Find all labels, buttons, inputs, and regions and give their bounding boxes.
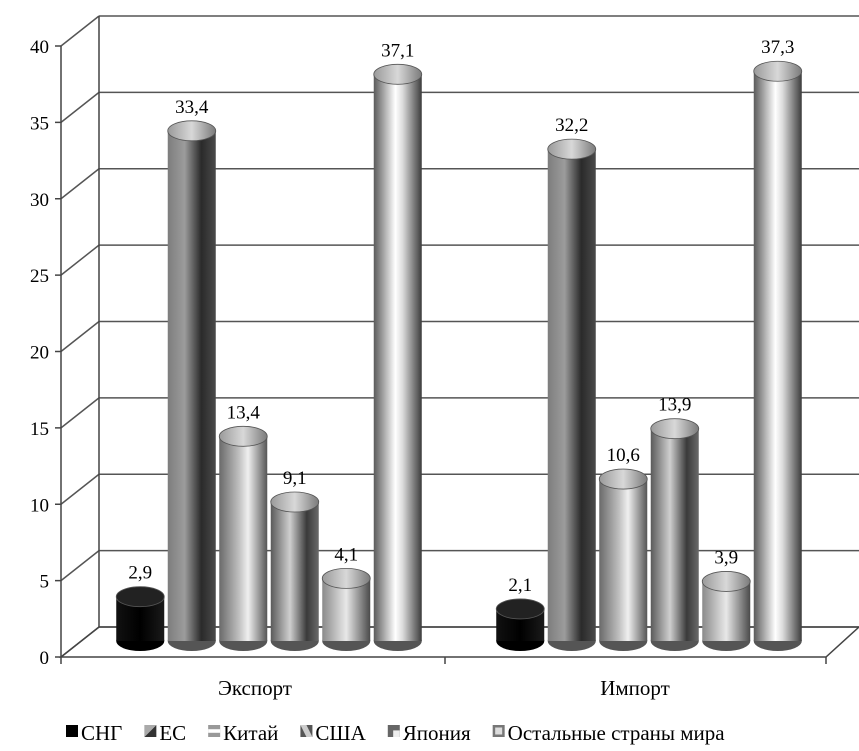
- data-label: 13,4: [227, 402, 261, 423]
- axes: 0 5 10 15 20 25 30 35 40 Экспорт Импорт: [30, 16, 859, 700]
- legend-item: Китай: [208, 721, 278, 745]
- gridline-depth: [60, 168, 100, 200]
- legend-item: США: [300, 721, 367, 745]
- bar: [701, 571, 751, 651]
- data-label: 37,1: [381, 40, 414, 61]
- legend-label: Япония: [403, 721, 471, 745]
- data-label: 32,2: [555, 115, 588, 136]
- data-label: 2,1: [508, 575, 532, 596]
- y-tick-label: 35: [30, 113, 49, 134]
- bars: [115, 60, 803, 651]
- bar: [373, 63, 423, 651]
- gridline-depth: [60, 473, 100, 505]
- bar: [321, 567, 371, 651]
- gridline-depth: [60, 320, 100, 353]
- corner-square-icon: [387, 725, 400, 737]
- data-label: 4,1: [334, 544, 358, 565]
- y-tick-label: 5: [40, 572, 50, 593]
- gridline-depth: [60, 550, 100, 582]
- y-tick-label: 10: [30, 495, 49, 516]
- y-tick-label: 0: [40, 648, 50, 669]
- y-tick-label: 30: [30, 190, 49, 211]
- bar: [598, 468, 648, 651]
- legend-item: Остальные страны мира: [492, 721, 726, 745]
- framed-square-icon: [492, 725, 505, 737]
- legend-label: Китай: [223, 721, 278, 745]
- y-tick-label: 15: [30, 419, 49, 440]
- horizontal-band-square-icon: [208, 725, 221, 737]
- x-tick-label: Экспорт: [218, 676, 292, 700]
- diagonal-square-icon: [300, 725, 313, 737]
- gridline-depth: [60, 15, 100, 47]
- bar: [115, 586, 165, 651]
- bar: [167, 120, 217, 651]
- bar: [650, 418, 700, 651]
- y-tick-label: 20: [30, 343, 49, 364]
- x-tick-label: Импорт: [600, 676, 670, 700]
- data-label: 13,9: [658, 395, 691, 416]
- y-tick-label: 25: [30, 266, 49, 287]
- bar: [495, 598, 545, 651]
- data-labels: 2,9 33,4 13,4 9,1 4,1 37,1 2,1 32,2 10,6 13,9 3,9 3…: [128, 37, 794, 596]
- solid-square-icon: [66, 725, 78, 737]
- legend: СНГ ЕС Китай США Япония Остальные страны мира: [66, 721, 725, 745]
- bar: [753, 60, 803, 651]
- floor: [58, 626, 859, 658]
- diagonal-split-square-icon: [144, 725, 157, 737]
- gridline-depth: [60, 397, 100, 429]
- y-tick-label: 40: [30, 37, 49, 58]
- legend-item: СНГ: [66, 721, 122, 745]
- data-label: 3,9: [714, 547, 738, 568]
- bar: [270, 491, 320, 651]
- data-label: 9,1: [283, 468, 307, 489]
- legend-item: ЕС: [144, 721, 186, 745]
- legend-label: США: [315, 721, 366, 745]
- data-label: 33,4: [175, 97, 209, 118]
- gridline-depth: [60, 244, 100, 276]
- data-label: 2,9: [128, 563, 152, 584]
- bar: [547, 138, 597, 651]
- gridline-depth: [60, 91, 100, 123]
- legend-label: ЕС: [159, 721, 186, 745]
- data-label: 37,3: [761, 37, 794, 58]
- legend-label: Остальные страны мира: [508, 721, 726, 745]
- data-label: 10,6: [607, 445, 640, 466]
- legend-label: СНГ: [81, 721, 122, 745]
- legend-item: Япония: [387, 721, 471, 745]
- bar: [218, 425, 268, 651]
